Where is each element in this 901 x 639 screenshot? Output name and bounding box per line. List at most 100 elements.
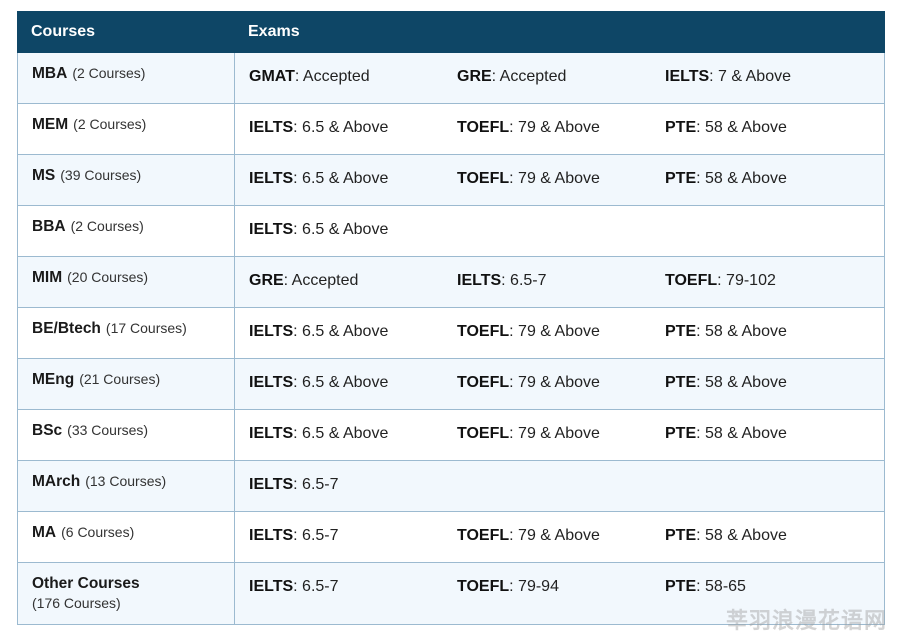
exam-score: : 79 & Above [509, 425, 600, 442]
exam-requirement: PTE: 58 & Above [665, 323, 787, 341]
exam-requirement: IELTS: 6.5-7 [249, 527, 339, 545]
exam-requirement: TOEFL: 79 & Above [457, 323, 600, 341]
exam-name: TOEFL [457, 170, 510, 187]
exam-name: PTE [665, 527, 697, 544]
exam-requirement: GRE: Accepted [249, 272, 358, 290]
exam-requirement: IELTS: 6.5-7 [457, 272, 547, 290]
course-count: (6 Courses) [61, 524, 135, 540]
courses-exams-table-wrapper: Courses Exams MBA (2 Courses) GMAT: Accept… [17, 11, 885, 625]
exam-name: IELTS [249, 170, 294, 187]
course-name[interactable]: Other Courses [32, 575, 140, 592]
course-name[interactable]: MIM [32, 269, 63, 286]
header-row: Courses Exams [17, 11, 885, 53]
course-name[interactable]: MS [32, 167, 56, 184]
exams-cell: IELTS: 6.5 & Above TOEFL: 79 & Above PTE: … [234, 154, 885, 206]
exam-score: : 7 & Above [709, 68, 791, 85]
exam-requirement: TOEFL: 79 & Above [457, 425, 600, 443]
course-count: (20 Courses) [67, 269, 149, 285]
exam-score: : 6.5-7 [293, 476, 339, 493]
exam-name: PTE [665, 425, 697, 442]
exam-requirement: IELTS: 6.5 & Above [249, 221, 388, 239]
exam-requirement: PTE: 58-65 [665, 578, 746, 596]
exam-score: : 79 & Above [509, 119, 600, 136]
exams-cell: IELTS: 6.5 & Above [234, 205, 885, 257]
exam-name: IELTS [665, 68, 710, 85]
exam-requirement: GRE: Accepted [457, 68, 566, 86]
course-count: (2 Courses) [73, 116, 147, 132]
exam-score: : 79 & Above [509, 170, 600, 187]
table-row: BE/Btech (17 Courses) IELTS: 6.5 & Above TO… [17, 307, 885, 359]
exam-score: : 79 & Above [509, 527, 600, 544]
exam-name: TOEFL [457, 578, 510, 595]
exam-score: : 6.5 & Above [293, 170, 389, 187]
exam-requirement: IELTS: 6.5-7 [249, 578, 339, 596]
course-name[interactable]: MArch [32, 473, 81, 490]
course-cell: BSc (33 Courses) [17, 409, 235, 461]
course-cell: MA (6 Courses) [17, 511, 235, 563]
exam-requirement: TOEFL: 79 & Above [457, 119, 600, 137]
table-row: BBA (2 Courses) IELTS: 6.5 & Above [17, 205, 885, 257]
course-name[interactable]: MA [32, 524, 57, 541]
exam-requirement: TOEFL: 79 & Above [457, 170, 600, 188]
table-row: MBA (2 Courses) GMAT: Accepted GRE: Accepte… [17, 52, 885, 104]
exam-name: IELTS [457, 272, 502, 289]
exam-name: IELTS [249, 323, 294, 340]
table-row: MEM (2 Courses) IELTS: 6.5 & Above TOEFL: 7… [17, 103, 885, 155]
watermark-text: 莘羽浪漫花语网 [725, 609, 887, 634]
exam-name: TOEFL [457, 527, 510, 544]
courses-exams-table: Courses Exams MBA (2 Courses) GMAT: Accept… [17, 11, 885, 625]
exam-score: : 79-102 [717, 272, 776, 289]
exams-cell: IELTS: 6.5-7 TOEFL: 79-94 PTE: 58-65 [234, 562, 885, 625]
course-cell: Other Courses (176 Courses) [17, 562, 235, 625]
table-row: MEng (21 Courses) IELTS: 6.5 & Above TOEFL:… [17, 358, 885, 410]
course-cell: MS (39 Courses) [17, 154, 235, 206]
exam-name: IELTS [249, 578, 294, 595]
exam-requirement: IELTS: 6.5 & Above [249, 119, 388, 137]
exam-name: PTE [665, 323, 697, 340]
course-count: (39 Courses) [60, 167, 142, 183]
exam-requirement: PTE: 58 & Above [665, 527, 787, 545]
exam-score: : 58 & Above [696, 374, 787, 391]
exam-name: TOEFL [457, 425, 510, 442]
exam-score: : 6.5-7 [501, 272, 547, 289]
exam-name: IELTS [249, 119, 294, 136]
course-name[interactable]: BE/Btech [32, 320, 101, 337]
table-row: MIM (20 Courses) GRE: Accepted IELTS: 6.5-7… [17, 256, 885, 308]
exam-score: : Accepted [294, 68, 370, 85]
exam-score: : 6.5 & Above [293, 221, 389, 238]
course-count: (33 Courses) [67, 422, 149, 438]
exam-name: PTE [665, 578, 697, 595]
exam-requirement: GMAT: Accepted [249, 68, 370, 86]
exam-score: : 58 & Above [696, 170, 787, 187]
exams-cell: IELTS: 6.5 & Above TOEFL: 79 & Above PTE: … [234, 103, 885, 155]
course-name[interactable]: BBA [32, 218, 66, 235]
exam-name: IELTS [249, 527, 294, 544]
table-row: MS (39 Courses) IELTS: 6.5 & Above TOEFL: 7… [17, 154, 885, 206]
exams-cell: IELTS: 6.5-7 [234, 460, 885, 512]
course-count: (21 Courses) [79, 371, 161, 387]
course-name[interactable]: MEng [32, 371, 75, 388]
exam-requirement: PTE: 58 & Above [665, 425, 787, 443]
exam-name: TOEFL [665, 272, 718, 289]
table-row: MA (6 Courses) IELTS: 6.5-7 TOEFL: 79 & Abo… [17, 511, 885, 563]
course-count: (13 Courses) [85, 473, 167, 489]
exams-cell: GMAT: Accepted GRE: Accepted IELTS: 7 & Ab… [234, 52, 885, 104]
exams-cell: IELTS: 6.5 & Above TOEFL: 79 & Above PTE: … [234, 358, 885, 410]
exam-score: : 58 & Above [696, 527, 787, 544]
header-courses: Courses [17, 11, 235, 53]
exam-score: : 58 & Above [696, 425, 787, 442]
table-row: MArch (13 Courses) IELTS: 6.5-7 [17, 460, 885, 512]
exam-name: PTE [665, 374, 697, 391]
exam-name: IELTS [249, 374, 294, 391]
exam-score: : 6.5 & Above [293, 119, 389, 136]
exam-score: : 58 & Above [696, 323, 787, 340]
course-cell: BBA (2 Courses) [17, 205, 235, 257]
exam-score: : 6.5 & Above [293, 425, 389, 442]
course-name[interactable]: MBA [32, 65, 68, 82]
exam-name: IELTS [249, 221, 294, 238]
exam-requirement: TOEFL: 79-102 [665, 272, 776, 290]
course-name[interactable]: MEM [32, 116, 69, 133]
course-cell: MIM (20 Courses) [17, 256, 235, 308]
course-name[interactable]: BSc [32, 422, 63, 439]
table-row: BSc (33 Courses) IELTS: 6.5 & Above TOEFL: … [17, 409, 885, 461]
